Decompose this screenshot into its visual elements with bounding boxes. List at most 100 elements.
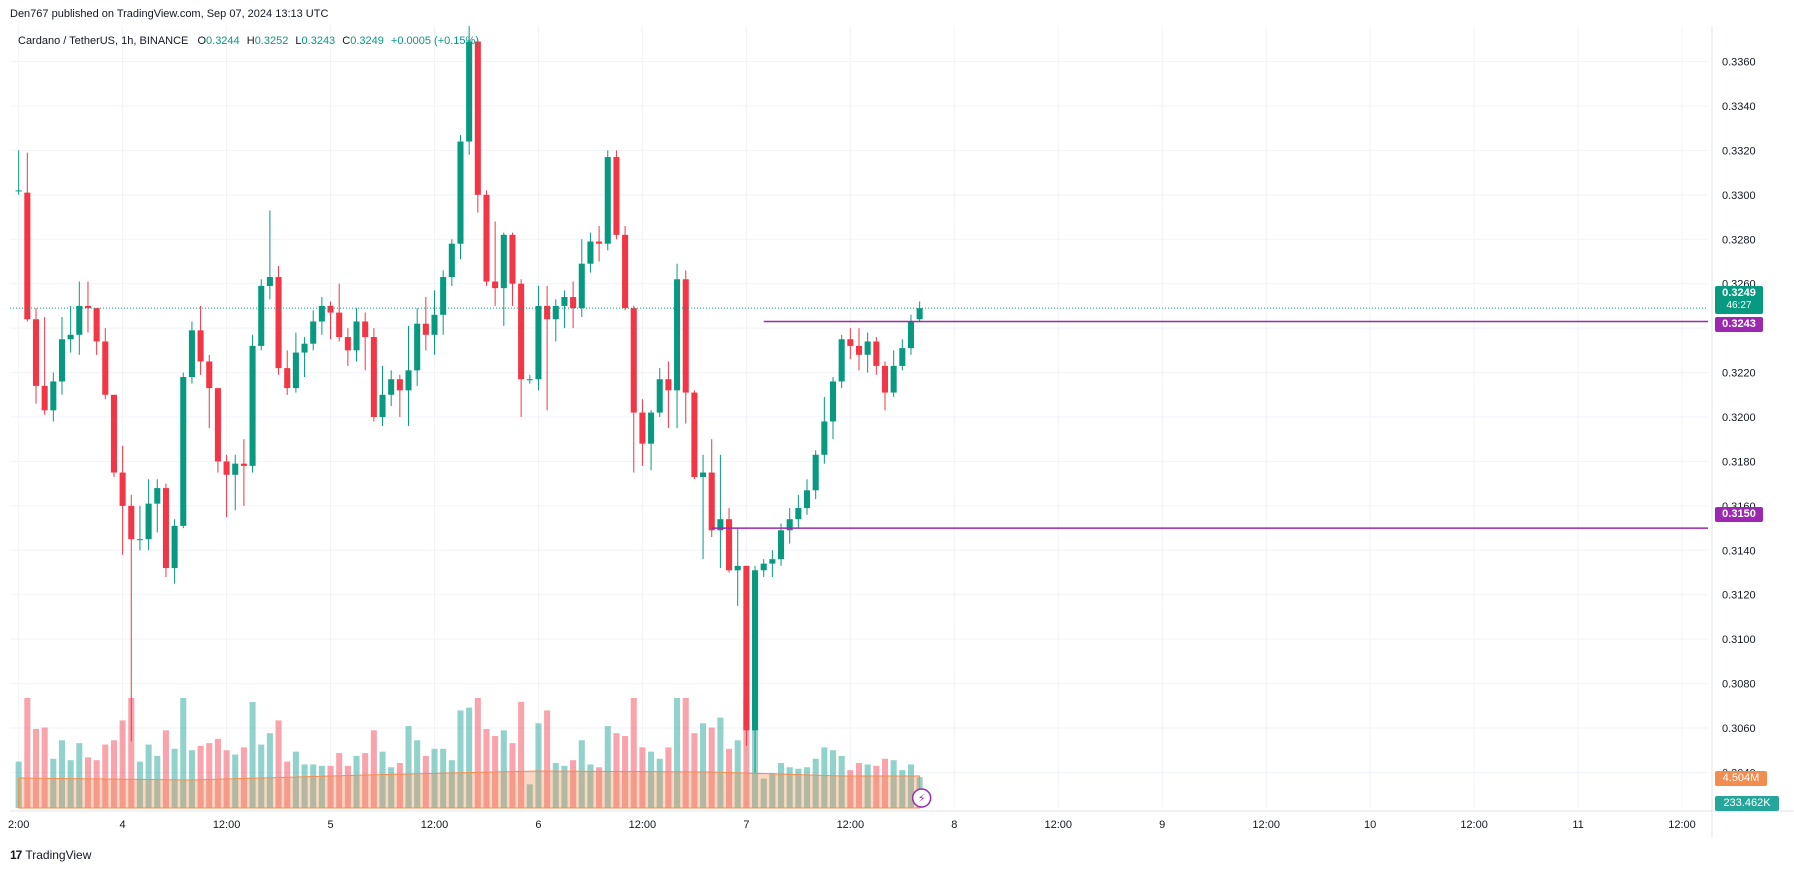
volume-bar bbox=[500, 730, 507, 808]
candle-body bbox=[847, 339, 854, 346]
candle-body bbox=[648, 412, 655, 444]
volume-bar bbox=[206, 743, 213, 808]
volume-bar bbox=[483, 728, 490, 808]
horizontal-levels: ⚡ bbox=[10, 307, 1708, 808]
volume-bar bbox=[769, 772, 776, 808]
y-tick-label: 0.3140 bbox=[1722, 545, 1756, 557]
volume-bar bbox=[708, 727, 715, 808]
candle-body bbox=[665, 379, 672, 391]
volume-bar bbox=[639, 747, 646, 808]
candle-body bbox=[258, 285, 265, 346]
candle-body bbox=[526, 379, 533, 381]
candle-body bbox=[223, 461, 230, 475]
volume-bar bbox=[232, 754, 239, 808]
candle-body bbox=[596, 241, 603, 244]
candle-body bbox=[752, 570, 759, 731]
tradingview-footer[interactable]: 17 TradingView bbox=[10, 848, 91, 862]
volume-ma bbox=[18, 770, 921, 809]
candle-body bbox=[379, 394, 386, 417]
volume-bar bbox=[873, 765, 880, 808]
volume-bar bbox=[284, 761, 291, 808]
candle-body bbox=[301, 343, 308, 353]
volume-bar bbox=[24, 698, 31, 808]
low-value: 0.3243 bbox=[301, 35, 336, 47]
y-tick-label: 0.3080 bbox=[1722, 679, 1756, 691]
volume-bar bbox=[622, 736, 629, 808]
ohlc-legend: Cardano / TetherUS, 1h, BINANCE O0.3244 … bbox=[18, 35, 483, 47]
candle-body bbox=[578, 263, 585, 309]
volume-bar bbox=[431, 748, 438, 808]
y-tick-label: 0.3320 bbox=[1722, 145, 1756, 157]
volume-bar bbox=[41, 727, 48, 808]
x-tick-label: 10 bbox=[1364, 819, 1376, 831]
candle-body bbox=[613, 157, 620, 235]
candle-body bbox=[682, 279, 689, 393]
candle-body bbox=[318, 305, 325, 322]
candle-body bbox=[32, 319, 40, 386]
candle-body bbox=[110, 394, 117, 473]
volume-bar bbox=[145, 744, 152, 808]
candle-body bbox=[864, 341, 871, 355]
volume-bar bbox=[84, 757, 92, 808]
candle-body bbox=[881, 365, 889, 393]
candle-body bbox=[803, 490, 811, 509]
candle-body bbox=[674, 279, 681, 391]
volume-bar bbox=[700, 723, 707, 808]
volume-bar bbox=[881, 758, 889, 808]
candle-body bbox=[206, 361, 213, 389]
bar-countdown: 46:27 bbox=[1726, 300, 1752, 311]
volume-bar bbox=[379, 751, 386, 808]
volume-bar bbox=[258, 744, 265, 808]
candle-body bbox=[162, 488, 169, 569]
candle-body bbox=[604, 157, 611, 244]
candle-body bbox=[786, 519, 793, 531]
volume-bar bbox=[838, 755, 845, 808]
candle-body bbox=[119, 472, 126, 506]
volume-bar bbox=[743, 698, 750, 808]
candle-body bbox=[717, 519, 724, 531]
volume-bar bbox=[310, 764, 317, 808]
volume-bar bbox=[188, 750, 195, 808]
volume-bar bbox=[613, 733, 620, 808]
volume-bar bbox=[648, 751, 655, 808]
change-value: +0.0005 (+0.15%) bbox=[390, 35, 479, 47]
volume-bar bbox=[440, 748, 447, 808]
volume-bar bbox=[67, 760, 74, 808]
volume-bar bbox=[370, 730, 377, 808]
candle-body bbox=[41, 385, 48, 411]
x-tick-label: 8 bbox=[951, 819, 957, 831]
y-tick-label: 0.3220 bbox=[1722, 368, 1756, 380]
candle-body bbox=[128, 505, 135, 540]
candle-body bbox=[310, 321, 317, 344]
volume-bar bbox=[76, 743, 83, 808]
volume-bar bbox=[388, 767, 395, 808]
volume-bar bbox=[128, 698, 135, 808]
volume-bar bbox=[691, 733, 698, 808]
x-tick-label: 4 bbox=[120, 819, 126, 831]
volume-bar bbox=[422, 755, 429, 808]
volume-bar bbox=[604, 726, 611, 808]
candle-body bbox=[700, 472, 707, 477]
candle-body bbox=[84, 305, 92, 309]
close-label: C bbox=[342, 35, 351, 47]
candle-body bbox=[414, 323, 421, 371]
volume-bar bbox=[162, 730, 169, 808]
x-tick-label: 11 bbox=[1572, 819, 1583, 831]
volume-bar bbox=[734, 740, 741, 808]
candle-body bbox=[336, 312, 343, 338]
volume-bar bbox=[526, 784, 533, 808]
candle-body bbox=[396, 379, 403, 391]
candle-body bbox=[838, 339, 845, 382]
volume-bar bbox=[405, 726, 412, 808]
candle-body bbox=[483, 194, 490, 282]
volume-bar bbox=[760, 778, 767, 808]
publisher-caption: Den767 published on TradingView.com, Sep… bbox=[10, 8, 329, 20]
candle-body bbox=[284, 368, 291, 389]
candle-body bbox=[544, 305, 551, 320]
candle-body bbox=[197, 330, 204, 362]
candle-body bbox=[622, 234, 629, 309]
volume-bar bbox=[890, 760, 897, 808]
volume-bar bbox=[466, 707, 473, 808]
volume-bar bbox=[777, 763, 785, 808]
